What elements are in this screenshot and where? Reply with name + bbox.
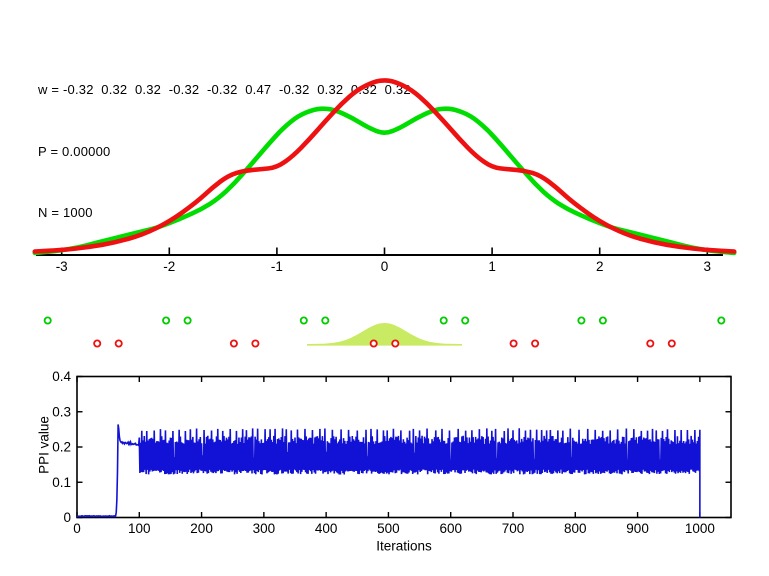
green-density-curve bbox=[32, 106, 737, 256]
ppi-x-tick-label: 800 bbox=[564, 521, 587, 536]
n-value-line: N = 1000 bbox=[38, 205, 93, 220]
red-circle-marker bbox=[229, 339, 238, 348]
red-circle-marker bbox=[391, 339, 400, 348]
green-circle-marker bbox=[577, 316, 586, 325]
green-circle-marker bbox=[717, 316, 726, 325]
density-x-tick-label: 3 bbox=[704, 259, 712, 274]
ppi-x-tick-label: 0 bbox=[73, 521, 81, 536]
marker-strip bbox=[43, 316, 726, 348]
ppi-y-tick-label: 0.4 bbox=[52, 369, 71, 384]
ppi-y-tick-label: 0 bbox=[63, 510, 71, 525]
green-circle-marker bbox=[299, 316, 308, 325]
ppi-x-tick-label: 1000 bbox=[685, 521, 715, 536]
red-density-curve bbox=[32, 78, 737, 254]
red-circle-marker bbox=[114, 339, 123, 348]
red-circle-marker bbox=[369, 339, 378, 348]
ppi-chart: 0 100 200 300 400 500 600 700 800 900 1000 0 0.1 0.2 0… bbox=[52, 369, 732, 536]
ppi-y-tick-label: 0.3 bbox=[52, 404, 71, 419]
green-circle-marker bbox=[183, 316, 192, 325]
ppi-x-tick-label: 300 bbox=[253, 521, 276, 536]
red-circle-marker bbox=[531, 339, 540, 348]
density-x-tick-label: 1 bbox=[488, 259, 496, 274]
ppi-y-tick-label: 0.2 bbox=[52, 440, 71, 455]
density-x-tick-label: -2 bbox=[163, 259, 175, 274]
ppi-y-tick-label: 0.1 bbox=[52, 475, 71, 490]
red-circle-marker bbox=[667, 339, 676, 348]
ppi-signal-line bbox=[76, 424, 701, 518]
green-circle-marker bbox=[461, 316, 470, 325]
green-circle-marker bbox=[321, 316, 330, 325]
green-circle-marker bbox=[598, 316, 607, 325]
red-circle-marker bbox=[646, 339, 655, 348]
ppi-x-tick-label: 600 bbox=[439, 521, 462, 536]
red-circle-marker bbox=[251, 339, 260, 348]
density-x-tick-label: -1 bbox=[271, 259, 283, 274]
density-x-tick-label: 0 bbox=[381, 259, 389, 274]
ppi-x-tick-label: 700 bbox=[502, 521, 525, 536]
ppi-x-tick-label: 900 bbox=[626, 521, 649, 536]
density-chart: -3 -2 -1 0 1 2 3 bbox=[32, 78, 737, 274]
ppi-y-axis-label: PPI value bbox=[36, 416, 52, 474]
ppi-x-tick-label: 500 bbox=[377, 521, 400, 536]
green-circle-marker bbox=[43, 316, 52, 325]
ppi-x-tick-label: 100 bbox=[128, 521, 151, 536]
green-circle-marker bbox=[162, 316, 171, 325]
red-circle-marker bbox=[509, 339, 518, 348]
red-circle-marker bbox=[93, 339, 102, 348]
green-circle-marker bbox=[439, 316, 448, 325]
density-x-tick-label: -3 bbox=[56, 259, 68, 274]
proposal-bump bbox=[307, 322, 462, 346]
p-value-line: P = 0.00000 bbox=[38, 143, 111, 159]
ppi-x-axis-label: Iterations bbox=[376, 538, 432, 554]
ppi-x-tick-label: 200 bbox=[190, 521, 213, 536]
info-text-block: w = -0.32 0.32 0.32 -0.32 -0.32 0.47 -0.… bbox=[38, 39, 411, 265]
ppi-x-tick-label: 400 bbox=[315, 521, 338, 536]
density-x-tick-label: 2 bbox=[596, 259, 604, 274]
